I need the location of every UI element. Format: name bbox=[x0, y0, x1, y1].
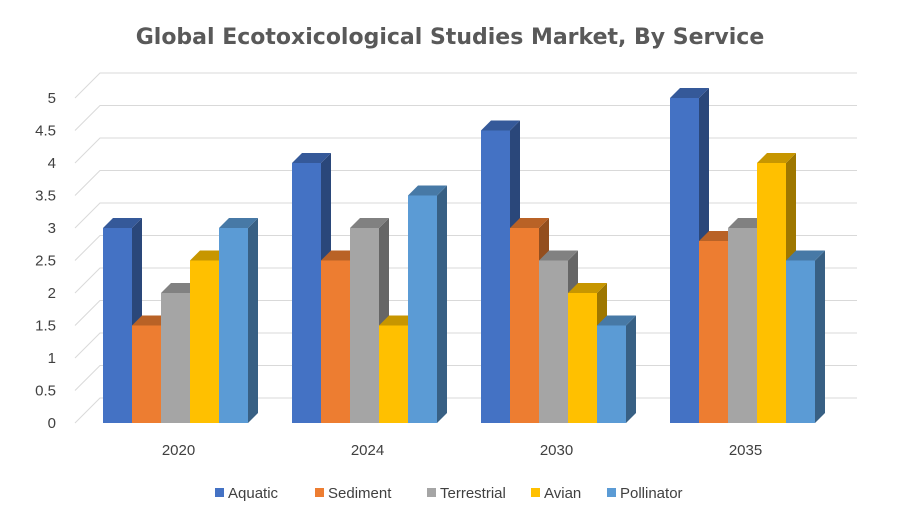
bar bbox=[786, 250, 825, 423]
gridline bbox=[74, 72, 857, 99]
legend-item: Sediment bbox=[315, 485, 392, 502]
legend-label: Aquatic bbox=[228, 485, 279, 502]
legend-item: Aquatic bbox=[215, 485, 279, 502]
y-tick-label: 3.5 bbox=[35, 188, 56, 205]
y-tick-label: 2.5 bbox=[35, 253, 56, 270]
y-axis: 0 0.5 1 1.5 2 2.5 3 3.5 4 4.5 5 bbox=[35, 90, 56, 432]
legend-item: Pollinator bbox=[607, 485, 683, 502]
bar bbox=[219, 218, 258, 423]
legend-label: Sediment bbox=[328, 485, 392, 502]
y-tick-label: 1 bbox=[48, 350, 56, 367]
gridline bbox=[74, 170, 857, 196]
y-tick-label: 5 bbox=[48, 90, 56, 107]
bar bbox=[597, 315, 636, 423]
bar bbox=[408, 185, 447, 423]
legend-label: Avian bbox=[544, 485, 581, 502]
x-tick-label: 2030 bbox=[540, 442, 573, 459]
legend-swatch bbox=[427, 488, 436, 497]
y-tick-label: 2 bbox=[48, 285, 56, 302]
x-tick-label: 2024 bbox=[351, 442, 384, 459]
gridlines bbox=[74, 72, 857, 424]
gridline bbox=[74, 202, 857, 229]
legend-item: Avian bbox=[531, 485, 581, 502]
x-axis: 2020 2024 2030 2035 bbox=[162, 442, 762, 459]
y-tick-label: 3 bbox=[48, 220, 56, 237]
y-tick-label: 4 bbox=[48, 155, 56, 172]
legend-swatch bbox=[215, 488, 224, 497]
gridline bbox=[74, 137, 857, 164]
x-tick-label: 2020 bbox=[162, 442, 195, 459]
gridline bbox=[74, 235, 857, 261]
legend-label: Pollinator bbox=[620, 485, 683, 502]
y-tick-label: 0 bbox=[48, 415, 56, 432]
y-tick-label: 1.5 bbox=[35, 318, 56, 335]
gridline bbox=[74, 267, 857, 294]
x-tick-label: 2035 bbox=[729, 442, 762, 459]
legend-item: Terrestrial bbox=[427, 485, 506, 502]
legend-swatch bbox=[315, 488, 324, 497]
legend-swatch bbox=[531, 488, 540, 497]
gridline bbox=[74, 105, 857, 131]
y-tick-label: 4.5 bbox=[35, 123, 56, 140]
y-tick-label: 0.5 bbox=[35, 383, 56, 400]
legend-swatch bbox=[607, 488, 616, 497]
chart-title: Global Ecotoxicological Studies Market, … bbox=[136, 25, 765, 50]
bars bbox=[103, 88, 825, 423]
legend: Aquatic Sediment Terrestrial Avian Pollinato… bbox=[215, 485, 683, 502]
legend-label: Terrestrial bbox=[440, 485, 506, 502]
